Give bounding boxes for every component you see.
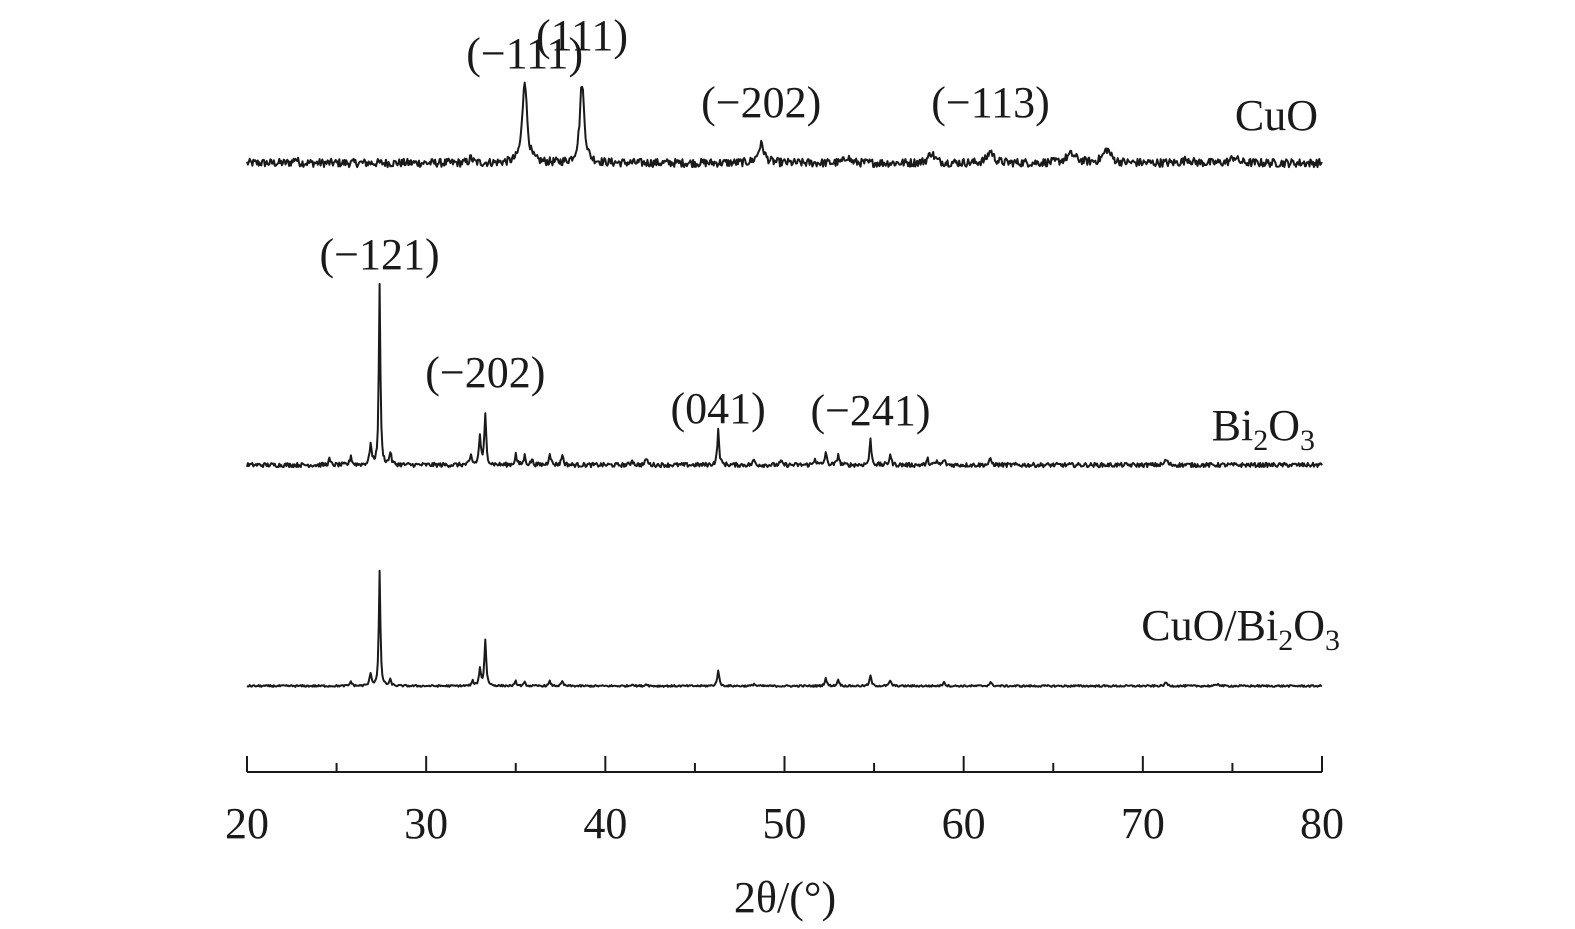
x-tick-label-70: 70 bbox=[1121, 799, 1165, 848]
x-tick-label-60: 60 bbox=[942, 799, 986, 848]
peak-label-1-0: (−121) bbox=[320, 230, 440, 279]
peak-label-1-2: (041) bbox=[671, 384, 766, 433]
series-traces bbox=[246, 81, 1323, 688]
x-tick-label-30: 30 bbox=[404, 799, 448, 848]
series-label-2: CuO/Bi2O3 bbox=[1141, 601, 1340, 657]
peak-label-1-1: (−202) bbox=[425, 348, 545, 397]
peak-annotations: (−111)(111) (−202) (−113) (−121) (−202) (041)… bbox=[320, 11, 1050, 435]
x-tick-label-50: 50 bbox=[763, 799, 807, 848]
x-tick-label-20: 20 bbox=[225, 799, 269, 848]
x-axis-title: 2θ/(°) bbox=[734, 873, 836, 922]
series-label-1: Bi2O3 bbox=[1212, 401, 1315, 457]
peak-label-0-0: (−111) bbox=[466, 29, 583, 78]
peak-label-0-3: (−113) bbox=[931, 78, 1050, 127]
series-line-1 bbox=[246, 282, 1323, 469]
series-labels: CuO Bi2O3 CuO/Bi2O3 bbox=[1141, 91, 1340, 657]
x-tick-label-80: 80 bbox=[1300, 799, 1344, 848]
series-line-2 bbox=[246, 569, 1323, 688]
peak-label-0-2: (−202) bbox=[701, 78, 821, 127]
series-line-0 bbox=[246, 81, 1323, 169]
x-tick-label-40: 40 bbox=[583, 799, 627, 848]
peak-label-0-1: (111) bbox=[536, 11, 628, 60]
x-axis: 20 30 40 50 60 70 80 bbox=[225, 756, 1344, 848]
peak-label-1-3: (−241) bbox=[810, 386, 930, 435]
series-label-0: CuO bbox=[1235, 91, 1318, 140]
